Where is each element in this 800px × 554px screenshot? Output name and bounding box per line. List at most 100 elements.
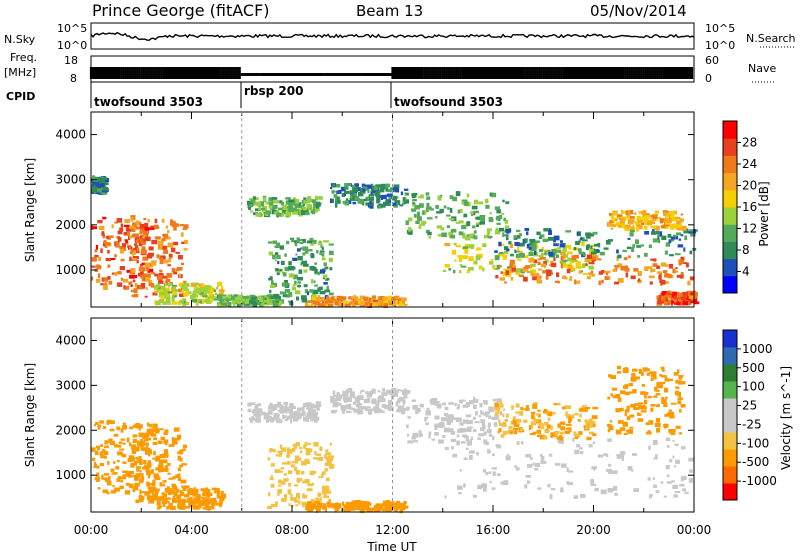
heatmap-cell (324, 462, 330, 466)
heatmap-cell (468, 267, 474, 271)
heatmap-cell (379, 397, 383, 401)
heatmap-cell (492, 266, 495, 270)
heatmap-cell (322, 488, 328, 493)
heatmap-cell (275, 501, 278, 506)
heatmap-cell (672, 268, 676, 274)
heatmap-cell (321, 473, 324, 478)
heatmap-cell (354, 196, 359, 201)
heatmap-cell (525, 453, 532, 458)
heatmap-cell (314, 284, 318, 287)
heatmap-cell (127, 474, 133, 478)
y-tick-label: 3000 (55, 173, 86, 187)
heatmap-cell (144, 464, 147, 467)
heatmap-cell (678, 380, 682, 385)
heatmap-cell (513, 424, 520, 427)
heatmap-cell (612, 486, 618, 491)
heatmap-cell (308, 442, 311, 446)
heatmap-cell (129, 251, 133, 254)
heatmap-cell (650, 225, 657, 229)
heatmap-cell (306, 450, 311, 456)
heatmap-cell (150, 280, 153, 283)
heatmap-cell (114, 444, 118, 448)
heatmap-cell (581, 236, 585, 240)
heatmap-cell (275, 454, 280, 457)
heatmap-cell (334, 183, 341, 188)
heatmap-cell (126, 269, 132, 273)
heatmap-cell (444, 495, 447, 499)
heatmap-cell (474, 406, 477, 409)
heatmap-cell (328, 250, 334, 256)
heatmap-cell (634, 212, 637, 215)
heatmap-cell (442, 269, 446, 272)
heatmap-cell (263, 197, 266, 202)
heatmap-cell (336, 393, 340, 396)
heatmap-cell (265, 201, 270, 205)
heatmap-cell (297, 256, 303, 261)
heatmap-cell (511, 267, 516, 272)
heatmap-cell (156, 284, 159, 290)
heatmap-cell (294, 204, 301, 208)
heatmap-cell (407, 433, 409, 437)
heatmap-cell (454, 403, 457, 406)
heatmap-cell (156, 507, 161, 510)
heatmap-cell (160, 295, 165, 299)
heatmap-cell (218, 298, 222, 301)
heatmap-cell (204, 299, 208, 303)
heatmap-cell (265, 210, 272, 215)
heatmap-cell (575, 241, 580, 245)
heatmap-cell (485, 471, 489, 476)
heatmap-cell (452, 453, 457, 458)
heatmap-cell (614, 211, 618, 215)
heatmap-cell (352, 302, 356, 308)
heatmap-cell (617, 371, 621, 374)
heatmap-cell (192, 299, 198, 303)
heatmap-cell (478, 433, 484, 437)
heatmap-cell (286, 454, 290, 458)
heatmap-cell (336, 196, 339, 202)
heatmap-cell (404, 192, 409, 196)
heatmap-cell (420, 194, 424, 199)
heatmap-cell (204, 290, 210, 294)
heatmap-cell (117, 459, 120, 463)
heatmap-cell (277, 260, 280, 265)
heatmap-cell (560, 463, 567, 468)
heatmap-cell (184, 500, 189, 503)
heatmap-cell (295, 504, 299, 507)
heatmap-cell (137, 272, 143, 277)
heatmap-cell (450, 438, 457, 442)
heatmap-cell (311, 404, 315, 409)
heatmap-cell (263, 208, 267, 211)
heatmap-cell (610, 393, 613, 397)
heatmap-cell (227, 302, 232, 307)
heatmap-cell (656, 266, 661, 269)
heatmap-cell (306, 501, 312, 505)
heatmap-cell (367, 409, 373, 415)
heatmap-cell (301, 461, 307, 466)
heatmap-cell (488, 415, 492, 419)
heatmap-cell (590, 245, 593, 249)
heatmap-cell (487, 430, 491, 434)
heatmap-cell (279, 269, 283, 272)
heatmap-cell (367, 303, 373, 308)
heatmap-cell (539, 454, 543, 457)
heatmap-cell (217, 495, 222, 499)
power-cbar-swatch (723, 172, 737, 191)
heatmap-cell (92, 457, 96, 461)
heatmap-cell (443, 427, 450, 433)
heatmap-cell (107, 460, 110, 465)
heatmap-cell (535, 272, 539, 278)
heatmap-cell (352, 187, 359, 192)
heatmap-cell (497, 406, 501, 410)
heatmap-cell (181, 463, 188, 466)
heatmap-cell (412, 203, 416, 207)
heatmap-cell (100, 248, 103, 254)
heatmap-cell (153, 224, 159, 228)
heatmap-cell (318, 241, 323, 246)
heatmap-cell (274, 469, 281, 473)
heatmap-cell (91, 225, 94, 230)
heatmap-cell (473, 404, 477, 409)
heatmap-cell (158, 289, 163, 292)
heatmap-cell (466, 427, 472, 432)
heatmap-cell (153, 450, 156, 456)
heatmap-cell (187, 489, 191, 494)
